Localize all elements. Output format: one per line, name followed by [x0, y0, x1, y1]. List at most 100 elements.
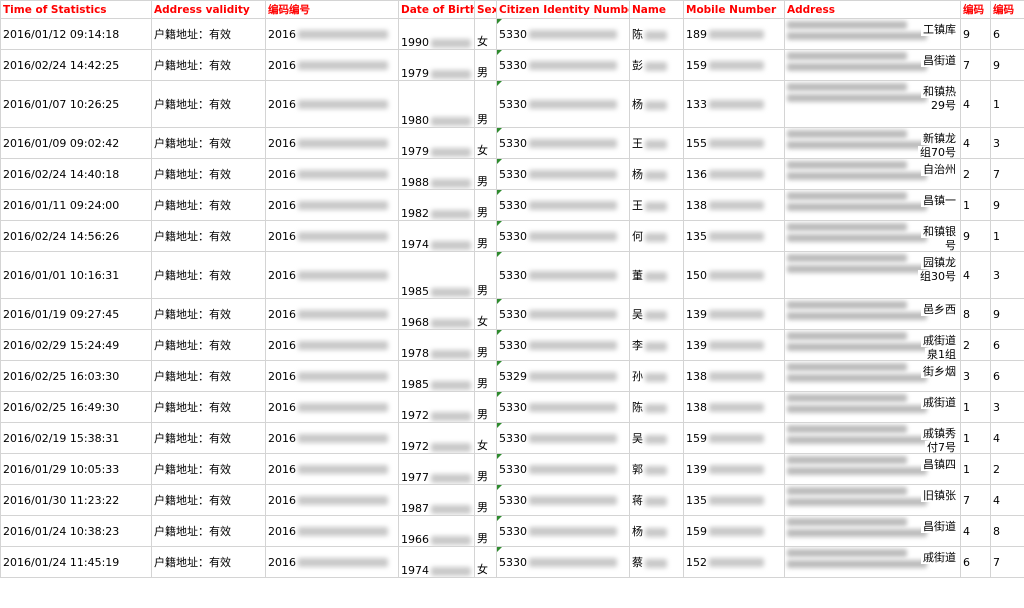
- cell-address[interactable]: 戚街道: [784, 391, 961, 423]
- cell-citizen-id[interactable]: 5330: [496, 18, 630, 50]
- cell-name[interactable]: 郭: [629, 453, 684, 485]
- cell-citizen-id[interactable]: 5330: [496, 127, 630, 159]
- cell-address[interactable]: 工镇库: [784, 18, 961, 50]
- cell-address-validity[interactable]: 户籍地址：有效: [151, 546, 266, 578]
- cell-dob[interactable]: 1979: [398, 49, 475, 81]
- cell-address[interactable]: 昌镇一: [784, 189, 961, 221]
- cell-sex[interactable]: 男: [474, 515, 497, 547]
- cell-code-number[interactable]: 2016: [265, 18, 399, 50]
- cell-time[interactable]: 2016/02/24 14:40:18: [0, 158, 152, 190]
- cell-sex[interactable]: 女: [474, 546, 497, 578]
- cell-mobile[interactable]: 138: [683, 391, 785, 423]
- cell-mobile[interactable]: 159: [683, 422, 785, 454]
- cell-dob[interactable]: 1966: [398, 515, 475, 547]
- cell-code-2[interactable]: 4: [990, 484, 1024, 516]
- cell-time[interactable]: 2016/01/07 10:26:25: [0, 80, 152, 128]
- cell-code-2[interactable]: 2: [990, 453, 1024, 485]
- header-sex[interactable]: Sex: [474, 0, 497, 19]
- cell-code-2[interactable]: 6: [990, 329, 1024, 361]
- cell-sex[interactable]: 男: [474, 80, 497, 128]
- cell-mobile[interactable]: 133: [683, 80, 785, 128]
- cell-code-number[interactable]: 2016: [265, 251, 399, 299]
- cell-mobile[interactable]: 138: [683, 189, 785, 221]
- cell-code-number[interactable]: 2016: [265, 391, 399, 423]
- cell-citizen-id[interactable]: 5330: [496, 220, 630, 252]
- cell-code-number[interactable]: 2016: [265, 298, 399, 330]
- cell-dob[interactable]: 1980: [398, 80, 475, 128]
- cell-address-validity[interactable]: 户籍地址：有效: [151, 18, 266, 50]
- cell-code-number[interactable]: 2016: [265, 422, 399, 454]
- cell-time[interactable]: 2016/01/30 11:23:22: [0, 484, 152, 516]
- cell-code-1[interactable]: 7: [960, 49, 991, 81]
- cell-code-1[interactable]: 4: [960, 251, 991, 299]
- cell-address-validity[interactable]: 户籍地址：有效: [151, 422, 266, 454]
- header-code-1[interactable]: 编码: [960, 0, 991, 19]
- cell-address[interactable]: 邑乡西: [784, 298, 961, 330]
- cell-address-validity[interactable]: 户籍地址：有效: [151, 453, 266, 485]
- header-citizen-id[interactable]: Citizen Identity Number: [496, 0, 630, 19]
- cell-address-validity[interactable]: 户籍地址：有效: [151, 251, 266, 299]
- cell-citizen-id[interactable]: 5330: [496, 158, 630, 190]
- cell-code-1[interactable]: 1: [960, 391, 991, 423]
- cell-time[interactable]: 2016/02/24 14:56:26: [0, 220, 152, 252]
- cell-name[interactable]: 彭: [629, 49, 684, 81]
- cell-address-validity[interactable]: 户籍地址：有效: [151, 391, 266, 423]
- cell-citizen-id[interactable]: 5330: [496, 80, 630, 128]
- cell-address[interactable]: 和镇热 29号: [784, 80, 961, 128]
- cell-time[interactable]: 2016/02/25 16:03:30: [0, 360, 152, 392]
- cell-code-2[interactable]: 3: [990, 391, 1024, 423]
- cell-address-validity[interactable]: 户籍地址：有效: [151, 484, 266, 516]
- header-code-number[interactable]: 编码编号: [265, 0, 399, 19]
- cell-code-1[interactable]: 4: [960, 80, 991, 128]
- cell-mobile[interactable]: 159: [683, 49, 785, 81]
- cell-code-1[interactable]: 7: [960, 484, 991, 516]
- cell-code-number[interactable]: 2016: [265, 49, 399, 81]
- header-time[interactable]: Time of Statistics: [0, 0, 152, 19]
- cell-address-validity[interactable]: 户籍地址：有效: [151, 127, 266, 159]
- cell-name[interactable]: 蔡: [629, 546, 684, 578]
- header-name[interactable]: Name: [629, 0, 684, 19]
- cell-citizen-id[interactable]: 5330: [496, 484, 630, 516]
- cell-citizen-id[interactable]: 5330: [496, 49, 630, 81]
- cell-time[interactable]: 2016/01/09 09:02:42: [0, 127, 152, 159]
- cell-address[interactable]: 戚街道: [784, 546, 961, 578]
- cell-mobile[interactable]: 150: [683, 251, 785, 299]
- cell-time[interactable]: 2016/01/01 10:16:31: [0, 251, 152, 299]
- cell-address-validity[interactable]: 户籍地址：有效: [151, 189, 266, 221]
- cell-name[interactable]: 王: [629, 127, 684, 159]
- cell-sex[interactable]: 男: [474, 158, 497, 190]
- cell-dob[interactable]: 1987: [398, 484, 475, 516]
- header-address[interactable]: Address: [784, 0, 961, 19]
- cell-time[interactable]: 2016/01/19 09:27:45: [0, 298, 152, 330]
- cell-dob[interactable]: 1972: [398, 422, 475, 454]
- cell-mobile[interactable]: 189: [683, 18, 785, 50]
- cell-dob[interactable]: 1974: [398, 546, 475, 578]
- cell-code-1[interactable]: 4: [960, 127, 991, 159]
- cell-citizen-id[interactable]: 5330: [496, 298, 630, 330]
- cell-code-1[interactable]: 1: [960, 189, 991, 221]
- cell-code-2[interactable]: 7: [990, 546, 1024, 578]
- cell-address-validity[interactable]: 户籍地址：有效: [151, 220, 266, 252]
- cell-time[interactable]: 2016/02/19 15:38:31: [0, 422, 152, 454]
- cell-name[interactable]: 李: [629, 329, 684, 361]
- cell-mobile[interactable]: 139: [683, 298, 785, 330]
- cell-code-2[interactable]: 1: [990, 220, 1024, 252]
- cell-address[interactable]: 戚街道 泉1组: [784, 329, 961, 361]
- cell-code-1[interactable]: 6: [960, 546, 991, 578]
- header-mobile[interactable]: Mobile Number: [683, 0, 785, 19]
- cell-time[interactable]: 2016/02/29 15:24:49: [0, 329, 152, 361]
- cell-code-2[interactable]: 3: [990, 127, 1024, 159]
- cell-code-2[interactable]: 9: [990, 189, 1024, 221]
- cell-sex[interactable]: 女: [474, 298, 497, 330]
- cell-address[interactable]: 昌街道: [784, 515, 961, 547]
- cell-citizen-id[interactable]: 5330: [496, 515, 630, 547]
- header-code-2[interactable]: 编码: [990, 0, 1024, 19]
- cell-dob[interactable]: 1985: [398, 251, 475, 299]
- cell-time[interactable]: 2016/01/12 09:14:18: [0, 18, 152, 50]
- cell-citizen-id[interactable]: 5329: [496, 360, 630, 392]
- cell-time[interactable]: 2016/01/29 10:05:33: [0, 453, 152, 485]
- cell-sex[interactable]: 男: [474, 360, 497, 392]
- cell-code-2[interactable]: 7: [990, 158, 1024, 190]
- cell-name[interactable]: 何: [629, 220, 684, 252]
- cell-citizen-id[interactable]: 5330: [496, 251, 630, 299]
